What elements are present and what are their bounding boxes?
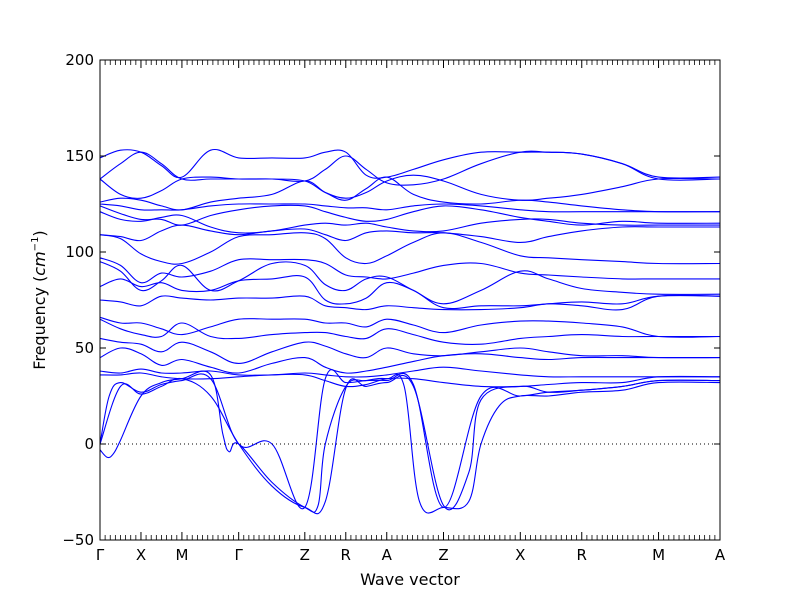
x-tick-label: M: [652, 546, 665, 564]
x-tick-label: M: [175, 546, 188, 564]
phonon-band-9: [99, 232, 721, 265]
y-tick-label: 50: [75, 339, 94, 357]
plot-frame: [99, 59, 721, 541]
phonon-band-3: [99, 174, 721, 201]
y-tick-label: 100: [65, 243, 94, 261]
x-tick-label: A: [715, 546, 726, 564]
phonon-band-2: [99, 150, 721, 186]
phonon-band-5: [99, 203, 720, 213]
x-tick-label: Z: [300, 546, 310, 564]
phonon-band-17: [99, 347, 720, 374]
phonon-band-8: [99, 224, 720, 243]
phonon-band-15: [99, 318, 720, 345]
phonon-band-10: [99, 257, 720, 284]
x-tick-label: R: [341, 546, 351, 564]
y-tick-label: −50: [62, 531, 94, 549]
phonon-band-13: [99, 294, 721, 311]
bands-group: [99, 148, 721, 515]
phonon-band-4: [99, 176, 721, 213]
x-tick-label: Γ: [234, 546, 243, 564]
y-tick-label: 150: [65, 147, 94, 165]
x-tick-label: Z: [438, 546, 448, 564]
y-tick-label: 200: [65, 51, 94, 69]
x-tick-label: X: [136, 546, 146, 564]
phonon-band-18: [99, 366, 720, 378]
plot-area: [100, 60, 720, 540]
phonon-band-14: [99, 316, 721, 338]
x-tick-label: X: [515, 546, 525, 564]
y-tick-label: 0: [84, 435, 94, 453]
phonon-band-16: [99, 337, 721, 364]
y-axis-title-unit: cm: [30, 251, 49, 275]
phonon-band-19: [99, 372, 721, 388]
phonon-band-22: [99, 374, 721, 515]
x-tick-label: R: [577, 546, 587, 564]
y-axis-title-unit-exponent: −1: [30, 237, 41, 252]
y-axis-title-close-paren: ): [30, 230, 49, 236]
phonon-band-12: [99, 275, 721, 310]
phonon-band-21: [99, 370, 721, 514]
phonon-band-7: [99, 211, 720, 234]
x-tick-label: A: [382, 546, 393, 564]
y-axis-title: Frequency (cm−1): [30, 230, 49, 369]
x-tick-label: Γ: [96, 546, 105, 564]
phonon-band-11: [99, 261, 721, 305]
y-axis-title-open-paren: (: [30, 276, 49, 287]
phonon-band-6: [99, 204, 721, 226]
y-axis-title-main: Frequency: [30, 287, 49, 370]
x-axis-title: Wave vector: [360, 570, 460, 589]
